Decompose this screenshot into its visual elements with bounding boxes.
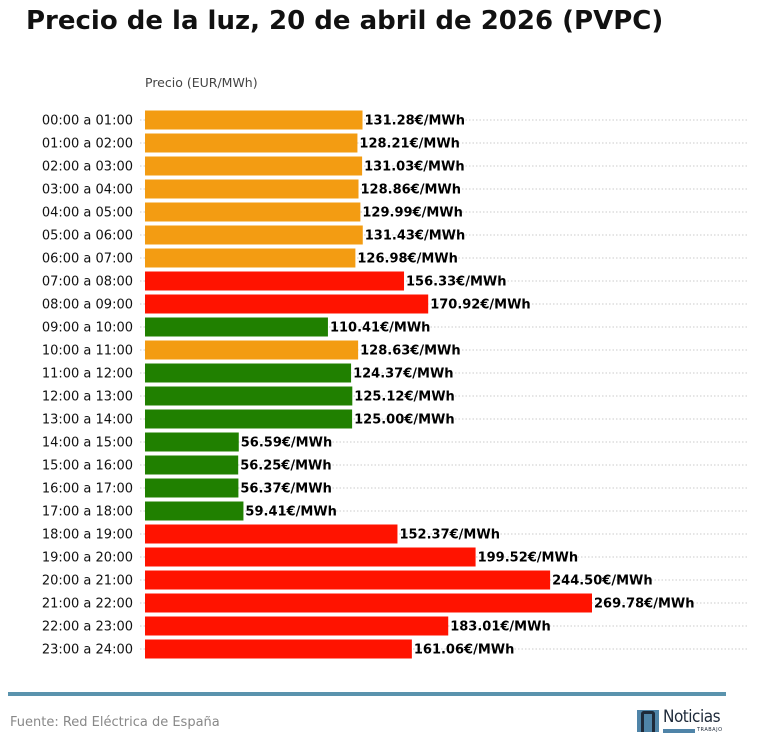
data-label: 170.92€/MWh [430, 298, 531, 313]
bar [145, 409, 353, 429]
tick-label: 13:00 a 14:00 [42, 413, 133, 428]
bar [145, 294, 429, 314]
tick-label: 01:00 a 02:00 [42, 137, 133, 152]
data-label: 131.03€/MWh [364, 160, 465, 175]
bar [145, 156, 363, 176]
tick-label: 02:00 a 03:00 [42, 160, 133, 175]
noticias-trabajo-logo: Noticias TRABAJO [637, 707, 729, 736]
data-label: 129.99€/MWh [362, 206, 463, 221]
bar-chart: Precio (EUR/MWh) 00:00 a 01:00 131.28€/MW… [42, 75, 748, 659]
axis-label: Precio (EUR/MWh) [145, 75, 258, 90]
data-label: 56.25€/MWh [240, 459, 331, 474]
bar [145, 547, 476, 567]
bar [145, 317, 328, 337]
source-note: Fuente: Red Eléctrica de España [10, 715, 220, 730]
bar [145, 570, 551, 590]
tick-label: 11:00 a 12:00 [42, 367, 133, 382]
bar [145, 639, 412, 659]
tick-label: 12:00 a 13:00 [42, 390, 133, 405]
data-label: 126.98€/MWh [357, 252, 458, 267]
tick-label: 14:00 a 15:00 [42, 436, 133, 451]
data-label: 59.41€/MWh [245, 505, 336, 520]
bar [145, 225, 363, 245]
bar [145, 386, 353, 406]
tick-label: 06:00 a 07:00 [42, 252, 133, 267]
data-label: 161.06€/MWh [414, 643, 515, 658]
bar [145, 524, 398, 544]
data-label: 269.78€/MWh [594, 597, 695, 612]
bar [145, 202, 361, 222]
data-label: 244.50€/MWh [552, 574, 653, 589]
data-label: 128.86€/MWh [361, 183, 462, 198]
chart-title: Precio de la luz, 20 de abril de 2026 (P… [26, 6, 664, 36]
bar [145, 133, 358, 153]
data-label: 128.21€/MWh [359, 137, 460, 152]
data-label: 156.33€/MWh [406, 275, 507, 290]
bar [145, 501, 244, 521]
bar [145, 363, 352, 383]
data-label: 124.37€/MWh [353, 367, 454, 382]
tick-label: 03:00 a 04:00 [42, 183, 133, 198]
data-label: 131.28€/MWh [365, 114, 466, 129]
tick-label: 15:00 a 16:00 [42, 459, 133, 474]
data-label: 56.59€/MWh [241, 436, 332, 451]
bar [145, 248, 356, 268]
tick-label: 07:00 a 08:00 [42, 275, 133, 290]
data-label: 152.37€/MWh [399, 528, 500, 543]
tick-label: 23:00 a 24:00 [42, 643, 133, 658]
tick-label: 10:00 a 11:00 [42, 344, 133, 359]
tick-label: 17:00 a 18:00 [42, 505, 133, 520]
tick-label: 00:00 a 01:00 [42, 114, 133, 129]
data-label: 199.52€/MWh [478, 551, 579, 566]
tick-label: 16:00 a 17:00 [42, 482, 133, 497]
data-label: 110.41€/MWh [330, 321, 431, 336]
tick-label: 18:00 a 19:00 [42, 528, 133, 543]
tick-label: 21:00 a 22:00 [42, 597, 133, 612]
bar [145, 593, 592, 613]
data-label: 125.12€/MWh [354, 390, 455, 405]
tick-label: 22:00 a 23:00 [42, 620, 133, 635]
bar [145, 616, 449, 636]
bar [145, 179, 359, 199]
tick-label: 19:00 a 20:00 [42, 551, 133, 566]
data-label: 128.63€/MWh [360, 344, 461, 359]
tick-label: 09:00 a 10:00 [42, 321, 133, 336]
bar [145, 455, 239, 475]
tick-label: 04:00 a 05:00 [42, 206, 133, 221]
footer-divider [8, 692, 726, 696]
bar [145, 110, 363, 130]
data-label: 131.43€/MWh [365, 229, 466, 244]
bar [145, 340, 359, 360]
tick-label: 20:00 a 21:00 [42, 574, 133, 589]
data-label: 56.37€/MWh [240, 482, 331, 497]
bar [145, 478, 239, 498]
data-label: 183.01€/MWh [450, 620, 551, 635]
bar [145, 271, 405, 291]
data-label: 125.00€/MWh [354, 413, 455, 428]
tick-label: 05:00 a 06:00 [42, 229, 133, 244]
bar [145, 432, 239, 452]
tick-label: 08:00 a 09:00 [42, 298, 133, 313]
